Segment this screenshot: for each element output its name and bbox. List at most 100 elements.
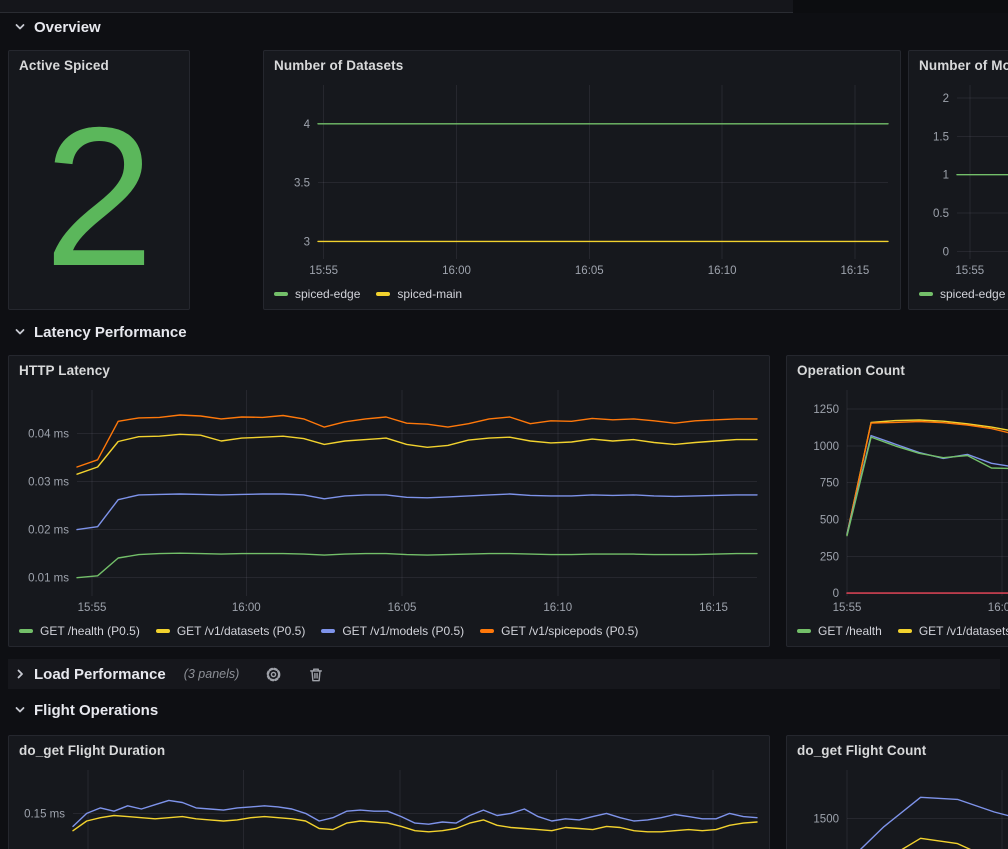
svg-text:15:55: 15:55 xyxy=(309,265,338,277)
legend-series-label: GET /v1/datasets (P0.5) xyxy=(177,624,306,638)
legend-series-dash xyxy=(919,292,933,296)
svg-text:1.5: 1.5 xyxy=(933,131,949,143)
svg-text:1: 1 xyxy=(943,170,949,182)
time-series-chart[interactable]: 0.05 ms0.10 ms0.15 ms15:5516:0016:0516:1… xyxy=(17,766,761,849)
legend-series-label: GET /v1/models (P0.5) xyxy=(342,624,464,638)
legend-series-label: GET /health (P0.5) xyxy=(40,624,140,638)
legend-item[interactable]: spiced-main xyxy=(376,287,462,301)
section-header-flight-operations[interactable]: Flight Operations xyxy=(8,697,158,723)
panels-count: (3 panels) xyxy=(184,667,240,681)
legend-item[interactable]: GET /v1/datasets (P0.5) xyxy=(156,624,306,638)
legend-series-dash xyxy=(274,292,288,296)
svg-text:1500: 1500 xyxy=(813,813,839,825)
svg-text:16:00: 16:00 xyxy=(988,602,1008,614)
svg-text:0.03 ms: 0.03 ms xyxy=(28,476,69,488)
chevron-down-icon xyxy=(14,704,26,716)
svg-text:15:55: 15:55 xyxy=(955,265,984,277)
svg-text:0.15 ms: 0.15 ms xyxy=(24,808,65,820)
panel-title: HTTP Latency xyxy=(19,363,761,381)
time-series-chart[interactable]: 0.01 ms 0.02 ms 0.03 ms 0.04 ms 15:55 16:00 16… xyxy=(17,386,761,616)
legend-series-label: GET /v1/datasets xyxy=(919,624,1008,638)
svg-text:0.04 ms: 0.04 ms xyxy=(28,428,69,440)
svg-text:2: 2 xyxy=(943,93,949,105)
legend-series-dash xyxy=(376,292,390,296)
section-header-latency-performance[interactable]: Latency Performance xyxy=(8,319,187,345)
stat-value: 2 xyxy=(9,85,189,309)
svg-text:0: 0 xyxy=(833,588,839,600)
top-toolbar-dark-segment xyxy=(793,0,1008,13)
panel-title: do_get Flight Count xyxy=(797,743,1008,761)
time-series-chart[interactable]: 33.5415:5516:0016:0516:1016:15 xyxy=(272,81,892,279)
panel-title: Number of Datasets xyxy=(274,58,892,76)
legend-series-label: GET /v1/spicepods (P0.5) xyxy=(501,624,638,638)
section-label: Latency Performance xyxy=(34,324,187,341)
legend-item[interactable]: spiced-edge xyxy=(274,287,360,301)
chevron-down-icon xyxy=(14,21,26,33)
svg-text:15:55: 15:55 xyxy=(833,602,862,614)
top-toolbar-edge xyxy=(0,0,1008,13)
legend: spiced-edge spiced-main xyxy=(274,286,478,302)
panel-number-of-models: Number of Models 00.511.5215:5516:0016:0… xyxy=(908,50,1008,310)
legend-series-dash xyxy=(156,629,170,633)
grafana-dashboard: Overview Active Spiced 2 Number of Datas… xyxy=(0,0,1008,849)
panel-title: Operation Count xyxy=(797,363,1008,381)
svg-text:750: 750 xyxy=(820,478,839,490)
gear-icon[interactable] xyxy=(265,666,282,683)
panel-do-get-flight-count: do_get Flight Count 5001000150015:5516:0… xyxy=(786,735,1008,849)
legend-series-label: spiced-edge xyxy=(295,287,360,301)
svg-text:16:10: 16:10 xyxy=(543,602,572,614)
legend-series-label: spiced-edge xyxy=(940,287,1005,301)
panel-http-latency: HTTP Latency 0.01 ms 0.02 ms 0.03 ms 0.04 m… xyxy=(8,355,770,647)
section-label: Load Performance xyxy=(34,666,166,683)
time-series-chart[interactable]: 00.511.5215:5516:0016:0516:1016:15 xyxy=(917,81,1008,279)
svg-text:15:55: 15:55 xyxy=(78,602,107,614)
panel-title: Active Spiced xyxy=(19,58,181,76)
time-series-chart[interactable]: 5001000150015:5516:0016:0516:1016:15 xyxy=(795,766,1008,849)
legend-item[interactable]: GET /health xyxy=(797,624,882,638)
time-series-chart[interactable]: 02505007501000125015:5516:0016:0516:1016… xyxy=(795,386,1008,616)
panel-title: do_get Flight Duration xyxy=(19,743,761,761)
section-label: Overview xyxy=(34,19,101,36)
panel-title: Number of Models xyxy=(919,58,1008,76)
panel-number-of-datasets: Number of Datasets 33.5415:5516:0016:051… xyxy=(263,50,901,310)
legend-item[interactable]: GET /health (P0.5) xyxy=(19,624,140,638)
panel-operation-count: Operation Count 0 250 500 750 1000 1250 15:55 1… xyxy=(786,355,1008,647)
legend-item[interactable]: spiced-edge xyxy=(919,287,1005,301)
legend-series-label: spiced-main xyxy=(397,287,462,301)
svg-text:0.02 ms: 0.02 ms xyxy=(28,525,69,537)
svg-text:0: 0 xyxy=(943,246,949,258)
svg-text:500: 500 xyxy=(820,515,839,527)
svg-text:16:10: 16:10 xyxy=(708,265,737,277)
legend-item[interactable]: GET /v1/spicepods (P0.5) xyxy=(480,624,638,638)
chevron-right-icon xyxy=(14,668,26,680)
legend: GET /health (P0.5) GET /v1/datasets (P0.5… xyxy=(19,623,654,639)
svg-text:0.5: 0.5 xyxy=(933,208,949,220)
svg-text:1000: 1000 xyxy=(813,441,839,453)
chevron-down-icon xyxy=(14,326,26,338)
legend: spiced-edge xyxy=(919,286,1008,302)
section-header-load-performance[interactable]: Load Performance (3 panels) xyxy=(8,659,1000,689)
svg-text:3: 3 xyxy=(304,236,310,248)
panel-do-get-flight-duration: do_get Flight Duration 0.05 ms0.10 ms0.1… xyxy=(8,735,770,849)
svg-text:0.01 ms: 0.01 ms xyxy=(28,573,69,585)
svg-text:16:05: 16:05 xyxy=(388,602,417,614)
legend-series-dash xyxy=(19,629,33,633)
legend-item[interactable]: GET /v1/datasets xyxy=(898,624,1008,638)
trash-icon[interactable] xyxy=(308,666,324,683)
legend-series-dash xyxy=(321,629,335,633)
svg-text:16:05: 16:05 xyxy=(575,265,604,277)
legend-series-dash xyxy=(797,629,811,633)
legend: GET /healthGET /v1/datasetsGET /v1/model… xyxy=(797,623,1008,639)
panel-active-spiced: Active Spiced 2 xyxy=(8,50,190,310)
svg-text:16:00: 16:00 xyxy=(232,602,261,614)
svg-text:250: 250 xyxy=(820,551,839,563)
legend-series-dash xyxy=(898,629,912,633)
section-header-overview[interactable]: Overview xyxy=(8,14,101,40)
svg-text:3.5: 3.5 xyxy=(294,178,310,190)
legend-series-label: GET /health xyxy=(818,624,882,638)
svg-text:1250: 1250 xyxy=(813,404,839,416)
svg-text:16:15: 16:15 xyxy=(699,602,728,614)
legend-item[interactable]: GET /v1/models (P0.5) xyxy=(321,624,464,638)
svg-text:16:15: 16:15 xyxy=(841,265,870,277)
svg-text:4: 4 xyxy=(304,119,311,131)
